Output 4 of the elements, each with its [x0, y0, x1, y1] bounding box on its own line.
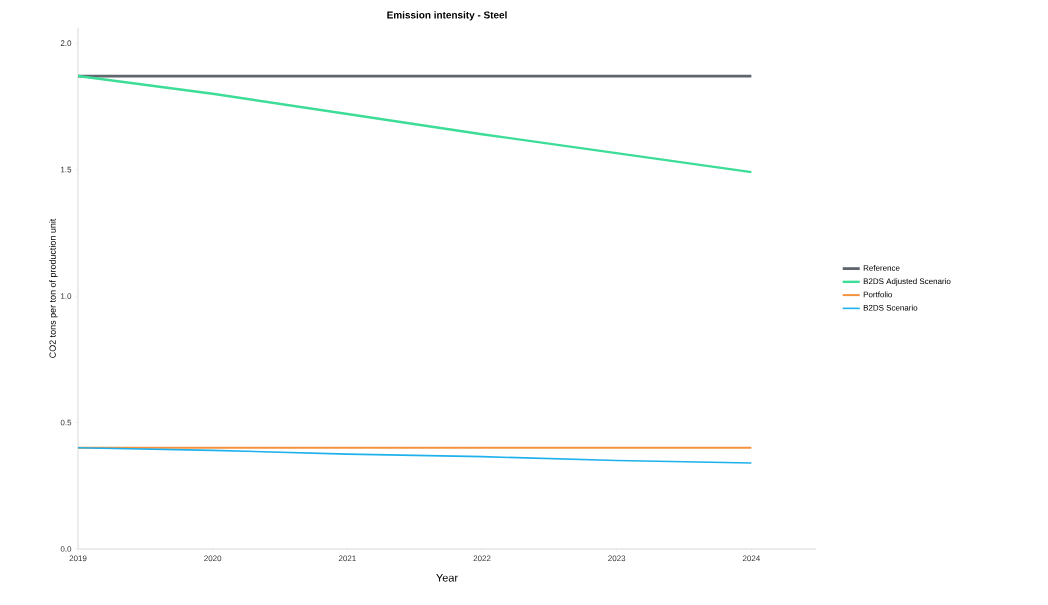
x-axis-title: Year: [436, 574, 458, 582]
line-series: [77, 447, 753, 464]
chart-title: Emission intensity - Steel: [387, 11, 507, 21]
y-axis-title: CO2 tons per ton of production unit: [49, 218, 58, 358]
